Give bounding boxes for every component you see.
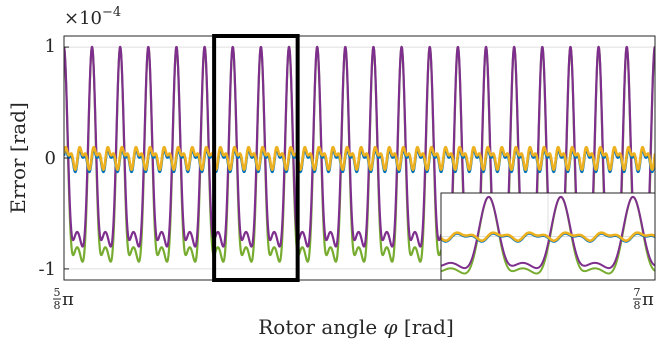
y-tick-label-1: 1 — [45, 36, 56, 57]
x-tick-label-right: 7 8 π — [633, 286, 654, 312]
x-axis-label-symbol: φ — [384, 315, 398, 339]
zoom-inset — [440, 192, 656, 281]
x-tick-left-denominator: 8 — [54, 299, 61, 312]
x-tick-right-denominator: 8 — [634, 299, 641, 312]
x-tick-label-left: 5 8 π — [53, 286, 74, 312]
zoom-highlight-box — [212, 34, 300, 282]
y-exponent-power: −4 — [102, 5, 121, 20]
x-tick-right-numerator: 7 — [634, 286, 641, 299]
y-axis-label: Error [rad] — [6, 102, 30, 214]
x-tick-right-suffix: π — [642, 289, 654, 310]
inset-series-line-orange — [441, 231, 655, 242]
series-line-orange — [64, 145, 655, 171]
inset-series — [441, 195, 655, 275]
x-axis-label-text: Rotor angle — [258, 315, 383, 339]
y-exponent-base: ×10 — [64, 8, 102, 29]
inset-series-line-purple — [441, 195, 655, 270]
axis-ticks — [64, 46, 69, 270]
y-tick-label-0: 0 — [45, 148, 56, 169]
x-axis-label-unit: [rad] — [398, 315, 454, 339]
x-tick-left-suffix: π — [62, 289, 74, 310]
x-tick-left-numerator: 5 — [54, 286, 61, 299]
y-exponent-label: ×10−4 — [64, 5, 121, 29]
inset-frame — [440, 192, 656, 281]
y-tick-label-minus-1: -1 — [38, 259, 56, 280]
x-axis-label: Rotor angle φ [rad] — [258, 315, 454, 339]
